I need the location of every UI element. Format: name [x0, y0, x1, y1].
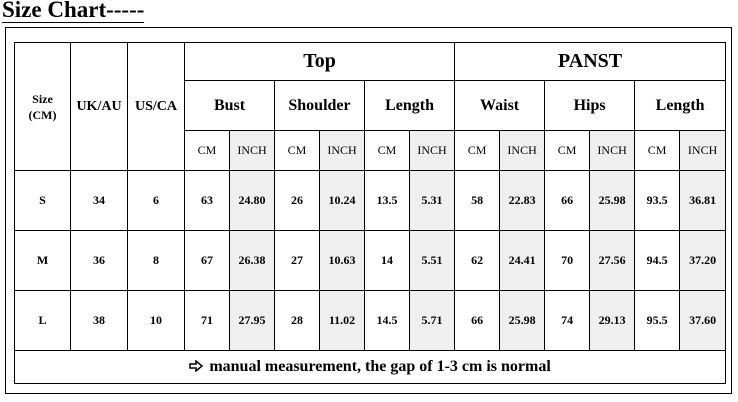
- measure-header: Hips: [544, 80, 636, 131]
- title: Size Chart-----: [2, 0, 145, 23]
- unit-header: INCH: [499, 130, 546, 171]
- header-cell: UK/AU: [70, 42, 128, 171]
- cell: 74: [544, 290, 591, 351]
- cell: 66: [454, 290, 501, 351]
- arrow-icon: [189, 359, 204, 373]
- cell: 10.63: [319, 230, 365, 291]
- cell: 27: [274, 230, 320, 291]
- cell: 66: [544, 170, 591, 231]
- header-row: Size (CM) UK/AU US/CA Top PANST: [14, 42, 727, 171]
- footer-row: manual measurement, the gap of 1-3 cm is…: [13, 350, 727, 384]
- cell: 26: [274, 170, 320, 231]
- size-row: S 34 6 63 24.80 26 10.24 13.5 5.31 58 22.83 66 25.98…: [14, 170, 727, 231]
- measure-header: Bust: [184, 80, 275, 131]
- cell: 14: [364, 230, 410, 291]
- size-table: Size (CM) UK/AU US/CA Top PANST Bust Shoulder L…: [13, 42, 727, 384]
- size-row: L 38 10 71 27.95 28 11.02 14.5 5.71 66 25.98 74 29.1…: [14, 290, 727, 351]
- cell: 70: [544, 230, 591, 291]
- cell: 67: [184, 230, 230, 291]
- cell: 27.56: [589, 230, 636, 291]
- cell: 71: [184, 290, 230, 351]
- size-row: M 36 8 67 26.38 27 10.63 14 5.51 62 24.41 70 27.56 94…: [14, 230, 727, 291]
- cell: 24.80: [229, 170, 275, 231]
- unit-header: INCH: [319, 130, 365, 171]
- cell: 25.98: [589, 170, 636, 231]
- cell: 8: [127, 230, 185, 291]
- cell: 27.95: [229, 290, 275, 351]
- unit-header: CM: [274, 130, 320, 171]
- unit-header: INCH: [589, 130, 636, 171]
- header-cell: Size (CM): [14, 42, 71, 171]
- cell: 93.5: [634, 170, 681, 231]
- cell: 37.20: [679, 230, 727, 291]
- cell: 58: [454, 170, 501, 231]
- cell: 22.83: [499, 170, 546, 231]
- cell: 37.60: [679, 290, 727, 351]
- cell: 5.71: [408, 290, 456, 351]
- cell: 13.5: [364, 170, 410, 231]
- cell: 28: [274, 290, 320, 351]
- cell: 95.5: [634, 290, 681, 351]
- unit-header: INCH: [229, 130, 275, 171]
- cell: 6: [127, 170, 185, 231]
- cell: 25.98: [499, 290, 546, 351]
- cell: S: [14, 170, 71, 231]
- measure-header: Length: [363, 80, 456, 131]
- cell: 5.31: [408, 170, 456, 231]
- cell: 26.38: [229, 230, 275, 291]
- cell: 10: [127, 290, 185, 351]
- group-header: Top: [183, 42, 456, 81]
- unit-header: CM: [634, 130, 681, 171]
- frame: [5, 27, 732, 394]
- cell: 62: [454, 230, 501, 291]
- table-body: Size (CM) UK/AU US/CA Top PANST Bust Shoulder L…: [13, 42, 727, 384]
- header-cell: US/CA: [127, 42, 185, 171]
- cell: 5.51: [408, 230, 456, 291]
- unit-header: CM: [454, 130, 501, 171]
- cell: 34: [70, 170, 128, 231]
- arrow-shape: [189, 359, 204, 373]
- cell: L: [14, 290, 71, 351]
- unit-header: INCH: [679, 130, 727, 171]
- cell: 94.5: [634, 230, 681, 291]
- cell: 29.13: [589, 290, 636, 351]
- unit-header: INCH: [408, 130, 456, 171]
- group-header: PANST: [454, 42, 727, 81]
- footer-text: manual measurement, the gap of 1-3 cm is…: [209, 358, 551, 375]
- cell: 63: [184, 170, 230, 231]
- cell: 36.81: [679, 170, 727, 231]
- cell: 10.24: [319, 170, 365, 231]
- cell: 36: [70, 230, 128, 291]
- unit-row: CM INCH CM INCH CM INCH CM INCH CM INCH CM INCH: [15, 130, 727, 171]
- measure-row: Bust Shoulder Length Waist Hips Length: [15, 80, 727, 131]
- measure-header: Shoulder: [274, 80, 365, 131]
- footer-cell: manual measurement, the gap of 1-3 cm is…: [13, 350, 727, 384]
- cell: 11.02: [319, 290, 365, 351]
- unit-header: CM: [364, 130, 410, 171]
- cell: 38: [70, 290, 128, 351]
- measure-header: Waist: [454, 80, 546, 131]
- cell: 24.41: [499, 230, 546, 291]
- cell: M: [14, 230, 71, 291]
- cell: 14.5: [364, 290, 410, 351]
- unit-header: CM: [544, 130, 591, 171]
- measure-header: Length: [634, 80, 727, 131]
- unit-header: CM: [184, 130, 230, 171]
